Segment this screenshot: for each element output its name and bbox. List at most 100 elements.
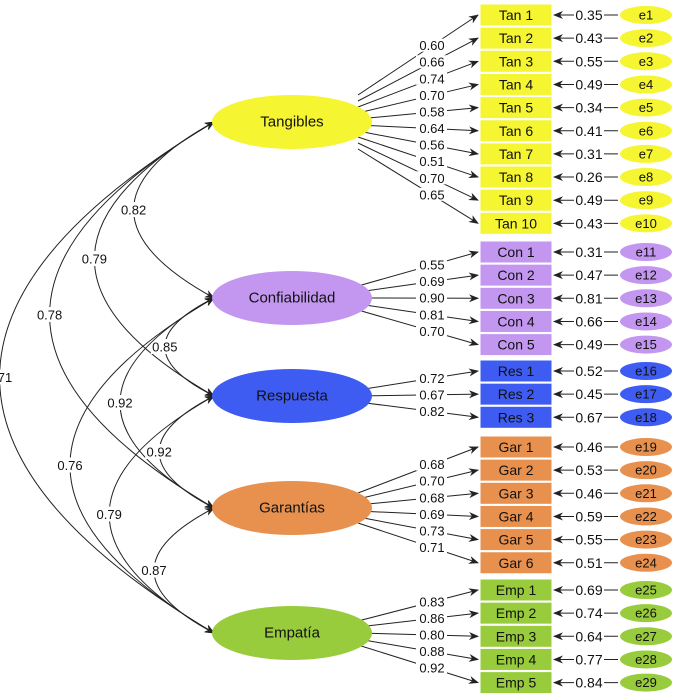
loading-label-bg xyxy=(416,371,447,385)
error-term-ellipse xyxy=(620,335,672,354)
error-term-label: e7 xyxy=(639,146,653,161)
latent-factor-ellipse xyxy=(212,606,372,660)
error-variance-value: 0.74 xyxy=(575,605,602,621)
error-term-ellipse xyxy=(620,461,672,480)
covariance-curve xyxy=(93,121,215,397)
error-value-bg xyxy=(574,509,604,524)
error-value-bg xyxy=(574,606,604,621)
error-term-ellipse xyxy=(620,214,672,233)
error-term-label: e2 xyxy=(639,31,653,46)
indicator-box xyxy=(479,165,553,189)
indicator-label: Gar 1 xyxy=(498,439,533,455)
loading-value: 0.65 xyxy=(419,187,444,202)
error-term-label: e13 xyxy=(635,291,657,306)
loading-label-bg xyxy=(416,291,447,305)
error-term-ellipse xyxy=(620,52,672,71)
error-term-label: e16 xyxy=(635,364,657,379)
error-term-label: e9 xyxy=(639,193,653,208)
covariance-value: 0.78 xyxy=(37,308,62,323)
loading-value: 0.67 xyxy=(419,387,444,402)
error-variance-value: 0.49 xyxy=(575,192,602,208)
indicator-label: Gar 6 xyxy=(498,555,533,571)
indicator-label: Tan 8 xyxy=(499,169,533,185)
indicator-label: Con 4 xyxy=(497,313,535,329)
indicator-label: Res 2 xyxy=(498,386,535,402)
indicator-box xyxy=(479,458,553,482)
error-variance-value: 0.64 xyxy=(575,628,602,644)
loading-value: 0.80 xyxy=(419,628,444,643)
loading-value: 0.55 xyxy=(419,258,444,273)
error-variance-value: 0.59 xyxy=(575,508,602,524)
covariance-value: 0.71 xyxy=(0,370,12,385)
loading-label-bg xyxy=(416,138,447,152)
error-value-bg xyxy=(574,337,604,352)
indicator-box xyxy=(479,3,553,27)
covariance-value: 0.82 xyxy=(121,203,146,218)
loading-label-bg xyxy=(416,104,447,118)
error-value-bg xyxy=(574,410,604,425)
indicator-box xyxy=(479,405,553,429)
covariance-value: 0.76 xyxy=(57,458,82,473)
indicator-box xyxy=(479,240,553,264)
indicator-box xyxy=(479,96,553,120)
loading-value: 0.64 xyxy=(419,121,444,136)
error-term-ellipse xyxy=(620,673,672,692)
error-term-label: e18 xyxy=(635,410,657,425)
error-term-label: e15 xyxy=(635,337,657,352)
indicator-box xyxy=(479,504,553,528)
error-term-label: e5 xyxy=(639,100,653,115)
error-variance-value: 0.35 xyxy=(575,7,602,23)
error-value-bg xyxy=(574,216,604,231)
loading-arrow xyxy=(357,37,479,102)
error-value-bg xyxy=(574,440,604,454)
error-term-ellipse xyxy=(620,6,672,24)
error-variance-value: 0.69 xyxy=(575,582,602,598)
error-variance-value: 0.43 xyxy=(575,215,602,231)
error-variance-value: 0.31 xyxy=(575,146,602,162)
error-variance-value: 0.41 xyxy=(575,123,602,139)
error-value-bg xyxy=(574,583,604,597)
error-value-bg xyxy=(574,123,604,138)
covariance-label-bg xyxy=(140,562,168,578)
error-term-ellipse xyxy=(620,362,672,380)
loading-label-bg xyxy=(416,628,447,642)
error-value-bg xyxy=(574,532,604,547)
loading-label-bg xyxy=(416,71,447,85)
error-value-bg xyxy=(574,291,604,306)
loading-value: 0.69 xyxy=(419,507,444,522)
indicator-label: Tan 9 xyxy=(499,192,533,208)
error-value-bg xyxy=(574,31,604,46)
loading-value: 0.58 xyxy=(419,104,444,119)
covariance-label-bg xyxy=(56,457,84,473)
loading-label-bg xyxy=(416,121,447,135)
indicator-label: Gar 2 xyxy=(498,462,533,478)
indicator-label: Tan 6 xyxy=(499,123,533,139)
loading-value: 0.51 xyxy=(419,154,444,169)
loading-arrow xyxy=(357,14,479,96)
loading-value: 0.68 xyxy=(419,457,444,472)
error-term-label: e6 xyxy=(639,123,653,138)
loading-value: 0.90 xyxy=(419,291,444,306)
error-term-ellipse xyxy=(620,650,672,669)
error-variance-value: 0.43 xyxy=(575,30,602,46)
error-value-bg xyxy=(574,314,604,329)
error-term-label: e26 xyxy=(635,606,657,621)
loading-value: 0.70 xyxy=(419,171,444,186)
indicator-box xyxy=(479,333,553,357)
loading-value: 0.56 xyxy=(419,138,444,153)
indicator-box xyxy=(479,551,553,575)
error-variance-value: 0.34 xyxy=(575,100,602,116)
loading-label-bg xyxy=(416,154,447,168)
error-variance-value: 0.49 xyxy=(575,337,602,353)
loading-label-bg xyxy=(416,523,447,537)
indicator-box xyxy=(479,309,553,333)
loading-value: 0.70 xyxy=(419,474,444,489)
loading-label-bg xyxy=(416,387,447,401)
latent-factor-ellipse xyxy=(212,95,372,149)
loading-label-bg xyxy=(416,404,447,418)
latent-factor-ellipse xyxy=(212,481,372,535)
covariance-curve xyxy=(108,395,215,634)
error-value-bg xyxy=(574,100,604,115)
loading-label-bg xyxy=(416,38,447,52)
